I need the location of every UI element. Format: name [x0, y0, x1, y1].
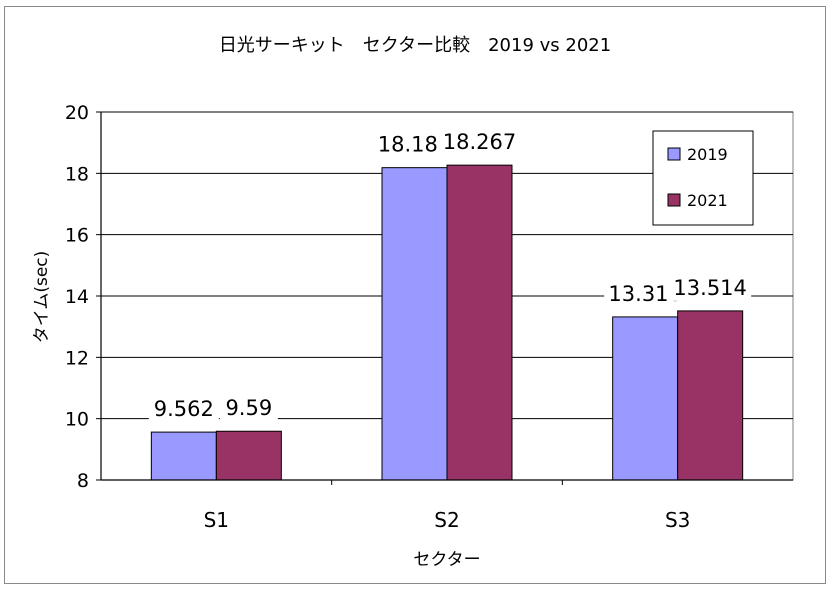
y-tick-label: 12 — [65, 347, 89, 369]
y-tick-labels: 8 10 12 14 16 18 20 — [65, 102, 89, 492]
x-tick-label: S1 — [204, 508, 229, 532]
x-tick-label: S2 — [434, 508, 459, 532]
y-tick-label: 10 — [65, 409, 89, 431]
data-label-2021-S1: 9.59 — [225, 396, 272, 420]
data-label-2021-S3: 13.514 — [673, 276, 746, 300]
y-tick-label: 8 — [77, 470, 89, 492]
bar-2021-S1 — [215, 430, 282, 481]
x-axis-title: セクター — [413, 550, 480, 570]
y-tick-label: 18 — [65, 163, 89, 185]
data-label-bg — [219, 393, 278, 422]
legend-box — [652, 130, 754, 226]
y-tick-label: 20 — [65, 102, 89, 124]
legend-swatch-2021 — [667, 193, 681, 207]
data-label-bg — [669, 272, 752, 301]
bar-2019-S1 — [150, 431, 217, 481]
chart-frame: 日光サーキット セクター比較 2019 vs 2021 8 10 12 14 16 18 2… — [4, 6, 826, 584]
data-label-2021-S2: 18.267 — [443, 130, 516, 154]
x-tick-labels: S1 S2 S3 — [204, 508, 691, 532]
legend-swatch-2019 — [667, 147, 681, 161]
y-tick-label: 16 — [65, 225, 89, 247]
chart-title: 日光サーキット セクター比較 2019 vs 2021 — [219, 35, 611, 56]
bar-2019-S3 — [612, 316, 679, 481]
bar-2021-S3 — [677, 310, 744, 481]
legend-label-2021: 2021 — [687, 191, 728, 210]
bar-2019-S2 — [381, 167, 448, 481]
bars — [150, 164, 744, 481]
data-label-bg — [438, 127, 521, 156]
x-tick-label: S3 — [665, 508, 690, 532]
data-label-bg — [148, 394, 219, 423]
legend-label-2019: 2019 — [687, 145, 728, 164]
legend: 2019 2021 — [652, 130, 754, 226]
bar-chart: 日光サーキット セクター比較 2019 vs 2021 8 10 12 14 16 18 2… — [32, 35, 794, 570]
y-tick-label: 14 — [65, 286, 89, 308]
data-label-2019-S1: 9.562 — [154, 397, 214, 421]
bar-2021-S2 — [446, 164, 513, 481]
y-axis-title: タイム(sec) — [32, 251, 52, 344]
